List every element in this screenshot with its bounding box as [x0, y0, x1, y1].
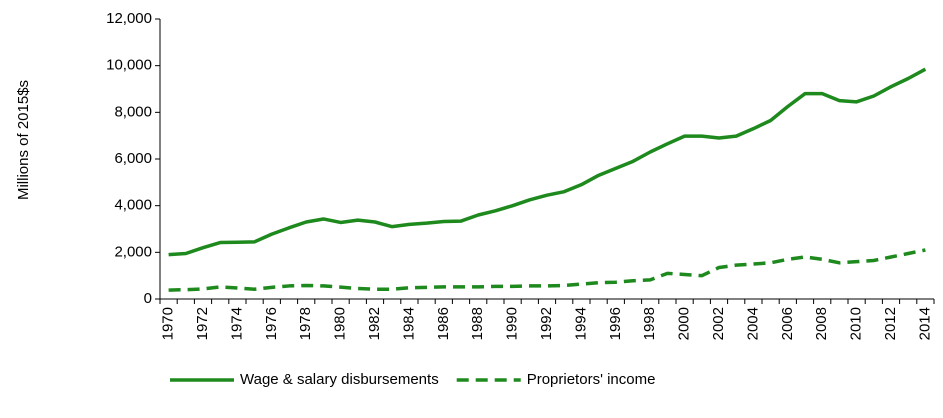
y-tick-label: 12,000: [106, 10, 152, 27]
x-tick-label: 1984: [400, 307, 417, 340]
x-tick-label: 1980: [332, 307, 349, 340]
x-tick-label: 2002: [710, 307, 727, 340]
x-tick-label: 2014: [916, 307, 933, 340]
x-tick-label: 1974: [228, 307, 245, 340]
y-tick-label: 10,000: [106, 57, 152, 74]
x-tick-label: 2006: [779, 307, 796, 340]
x-tick-label: 2010: [848, 307, 865, 340]
y-tick-label: 8,000: [114, 103, 152, 120]
x-tick-label: 1978: [297, 307, 314, 340]
x-tick-label: 1994: [572, 307, 589, 340]
x-tick-label: 1996: [607, 307, 624, 340]
y-tick-label: 4,000: [114, 197, 152, 214]
x-tick-label: 2004: [744, 307, 761, 340]
x-tick-label: 1972: [194, 307, 211, 340]
x-tick-label: 1976: [263, 307, 280, 340]
x-tick-label: 1986: [435, 307, 452, 340]
series-line: [168, 248, 926, 292]
x-tick-label: 1970: [160, 307, 177, 340]
x-tick-label: 2000: [676, 307, 693, 340]
y-tick-label: 6,000: [114, 150, 152, 167]
legend-label: Proprietors' income: [527, 371, 656, 388]
x-tick-label: 2008: [813, 307, 830, 340]
y-tick-label: 0: [144, 290, 152, 307]
legend-label: Wage & salary disbursements: [240, 371, 439, 388]
x-tick-label: 2012: [882, 307, 899, 340]
y-tick-label: 2,000: [114, 243, 152, 260]
x-tick-label: 1982: [366, 307, 383, 340]
series-line: [168, 67, 927, 257]
y-axis-label: Millions of 2015$s: [15, 80, 32, 200]
x-tick-label: 1990: [504, 307, 521, 340]
x-tick-label: 1998: [641, 307, 658, 340]
x-tick-label: 1988: [469, 307, 486, 340]
x-tick-label: 1992: [538, 307, 555, 340]
